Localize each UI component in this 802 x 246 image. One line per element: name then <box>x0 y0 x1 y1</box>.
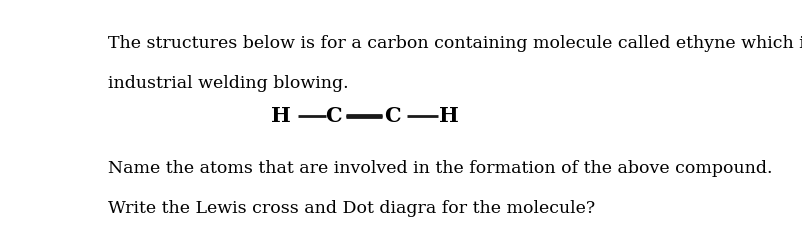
Text: H: H <box>270 106 290 126</box>
Text: C: C <box>384 106 401 126</box>
Text: Write the Lewis cross and Dot diagra for the molecule?: Write the Lewis cross and Dot diagra for… <box>107 200 594 217</box>
Text: Name the atoms that are involved in the formation of the above compound.: Name the atoms that are involved in the … <box>107 160 772 177</box>
Text: The structures below is for a carbon containing molecule called ethyne which is : The structures below is for a carbon con… <box>107 35 802 52</box>
Text: H: H <box>439 106 458 126</box>
Text: C: C <box>325 106 342 126</box>
Text: industrial welding blowing.: industrial welding blowing. <box>107 75 348 92</box>
